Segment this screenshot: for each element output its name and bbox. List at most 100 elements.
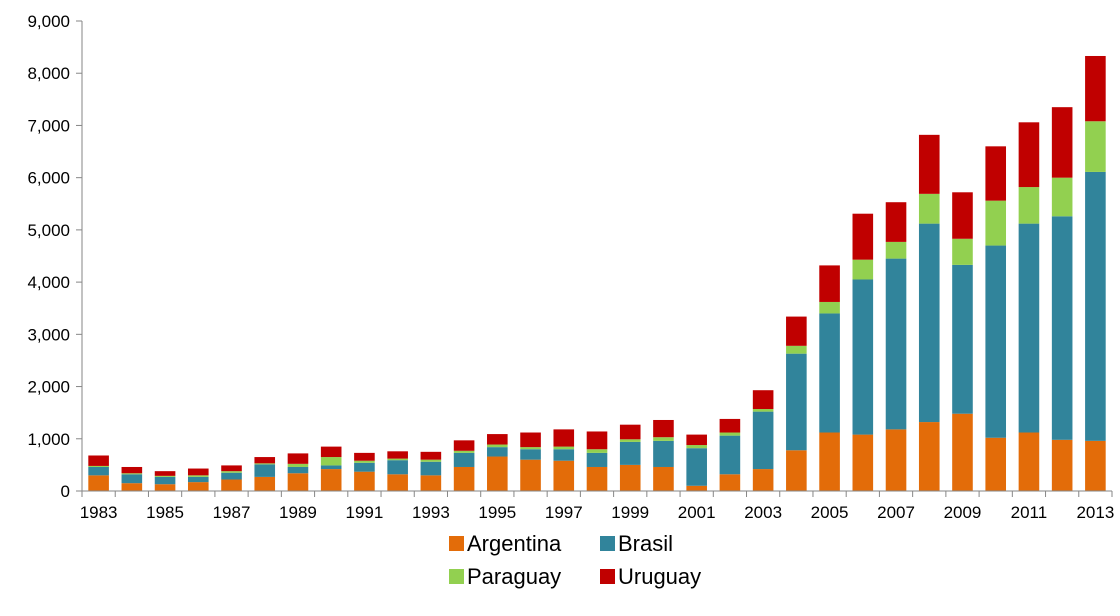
bar-paraguay-2005 bbox=[819, 301, 840, 314]
bar-argentina-2002 bbox=[719, 474, 741, 491]
bar-argentina-1986 bbox=[187, 482, 209, 491]
bar-paraguay-1990 bbox=[320, 457, 342, 466]
bar-uruguay-1990 bbox=[320, 446, 342, 458]
bar-brasil-1989 bbox=[287, 466, 309, 474]
bar-uruguay-1995 bbox=[487, 434, 508, 445]
bar-argentina-2013 bbox=[1085, 440, 1106, 491]
x-tick-label: 1997 bbox=[545, 503, 583, 522]
bar-paraguay-1985 bbox=[154, 475, 176, 477]
bar-uruguay-1996 bbox=[520, 432, 541, 448]
bar-argentina-1997 bbox=[553, 460, 575, 491]
bar-brasil-1996 bbox=[520, 449, 541, 460]
bar-argentina-2001 bbox=[686, 485, 707, 491]
x-tick-label: 2013 bbox=[1076, 503, 1114, 522]
bar-brasil-1985 bbox=[154, 476, 176, 485]
bar-brasil-2002 bbox=[719, 435, 741, 475]
bar-paraguay-2006 bbox=[852, 259, 874, 280]
x-tick-label: 1983 bbox=[80, 503, 118, 522]
bar-brasil-1991 bbox=[354, 462, 375, 472]
bar-brasil-1994 bbox=[453, 452, 475, 467]
axes-layer: 0 1,000 2,000 3,000 4,000 5,000 6,000 7,000 8,00… bbox=[27, 12, 1114, 522]
bar-uruguay-2006 bbox=[852, 213, 874, 260]
bar-uruguay-2010 bbox=[985, 146, 1007, 201]
bar-uruguay-2011 bbox=[1018, 122, 1040, 188]
bar-brasil-1999 bbox=[619, 441, 641, 465]
bar-brasil-1984 bbox=[121, 474, 143, 484]
legend-label-uruguay: Uruguay bbox=[618, 564, 701, 589]
bar-argentina-2005 bbox=[819, 432, 840, 491]
bar-brasil-2013 bbox=[1085, 171, 1106, 441]
x-tick-label: 2003 bbox=[744, 503, 782, 522]
bar-paraguay-1984 bbox=[121, 473, 143, 475]
x-tick-label: 1995 bbox=[478, 503, 516, 522]
y-tick-label: 0 bbox=[61, 482, 70, 501]
y-tick-label: 6,000 bbox=[27, 169, 70, 188]
bar-paraguay-2009 bbox=[952, 238, 973, 265]
bar-uruguay-1987 bbox=[221, 465, 242, 472]
x-tick-label: 1991 bbox=[346, 503, 384, 522]
bar-paraguay-1987 bbox=[221, 471, 242, 473]
x-tick-label: 1999 bbox=[611, 503, 649, 522]
bar-argentina-1990 bbox=[320, 469, 342, 491]
bar-argentina-1991 bbox=[354, 471, 375, 491]
legend-swatch-argentina bbox=[449, 536, 464, 551]
bar-uruguay-1992 bbox=[387, 451, 408, 459]
bar-argentina-1994 bbox=[453, 466, 475, 491]
x-tick-label: 1993 bbox=[412, 503, 450, 522]
bar-argentina-2000 bbox=[653, 466, 674, 491]
bar-brasil-1987 bbox=[221, 472, 242, 480]
legend-swatch-paraguay bbox=[449, 569, 464, 584]
bar-argentina-1984 bbox=[121, 483, 143, 491]
bar-brasil-2000 bbox=[653, 440, 674, 467]
y-tick-label: 9,000 bbox=[27, 12, 70, 31]
x-tick-label: 2011 bbox=[1011, 503, 1048, 522]
bar-argentina-2008 bbox=[918, 422, 940, 491]
bar-brasil-2006 bbox=[852, 279, 874, 435]
bar-uruguay-1993 bbox=[420, 451, 442, 460]
bar-uruguay-1991 bbox=[354, 452, 375, 461]
bar-uruguay-1985 bbox=[154, 471, 176, 476]
bar-uruguay-1988 bbox=[254, 457, 276, 464]
bar-paraguay-1993 bbox=[420, 459, 442, 462]
bar-paraguay-1997 bbox=[553, 446, 575, 450]
bar-brasil-2009 bbox=[952, 264, 973, 414]
bar-uruguay-1998 bbox=[586, 431, 608, 450]
bar-brasil-2010 bbox=[985, 245, 1007, 438]
bar-paraguay-2001 bbox=[686, 445, 707, 449]
legend-swatch-brasil bbox=[600, 536, 615, 551]
bar-paraguay-2000 bbox=[653, 437, 674, 441]
bar-uruguay-2008 bbox=[918, 134, 940, 194]
bar-paraguay-1983 bbox=[88, 465, 109, 467]
bar-uruguay-1983 bbox=[88, 455, 109, 466]
x-tick-label: 1989 bbox=[279, 503, 317, 522]
bar-brasil-2012 bbox=[1051, 216, 1073, 440]
x-tick-label: 1987 bbox=[213, 503, 251, 522]
bar-brasil-1988 bbox=[254, 464, 276, 477]
y-tick-label: 7,000 bbox=[27, 116, 70, 135]
bar-argentina-1985 bbox=[154, 484, 176, 491]
bar-paraguay-2004 bbox=[786, 345, 807, 354]
bar-uruguay-2013 bbox=[1085, 55, 1106, 122]
bar-argentina-1996 bbox=[520, 459, 541, 491]
bar-brasil-1998 bbox=[586, 452, 608, 467]
bar-brasil-2011 bbox=[1018, 223, 1040, 433]
bar-paraguay-2007 bbox=[885, 241, 907, 259]
bar-argentina-1999 bbox=[619, 464, 641, 491]
bar-brasil-1993 bbox=[420, 461, 442, 476]
bar-paraguay-2010 bbox=[985, 200, 1007, 246]
bar-argentina-1988 bbox=[254, 476, 276, 491]
bar-uruguay-2009 bbox=[952, 192, 973, 239]
bar-uruguay-2000 bbox=[653, 419, 674, 438]
bar-uruguay-1984 bbox=[121, 466, 143, 474]
legend-label-paraguay: Paraguay bbox=[467, 564, 561, 589]
bar-argentina-2004 bbox=[786, 450, 807, 491]
bar-paraguay-2012 bbox=[1051, 177, 1073, 217]
bar-argentina-2010 bbox=[985, 437, 1007, 491]
bar-argentina-1995 bbox=[487, 456, 508, 491]
bar-argentina-2011 bbox=[1018, 432, 1040, 491]
bar-paraguay-2011 bbox=[1018, 187, 1040, 224]
bar-uruguay-2003 bbox=[752, 390, 774, 410]
legend: Argentina Brasil Paraguay Uruguay bbox=[449, 531, 701, 589]
bar-paraguay-2003 bbox=[752, 409, 774, 412]
